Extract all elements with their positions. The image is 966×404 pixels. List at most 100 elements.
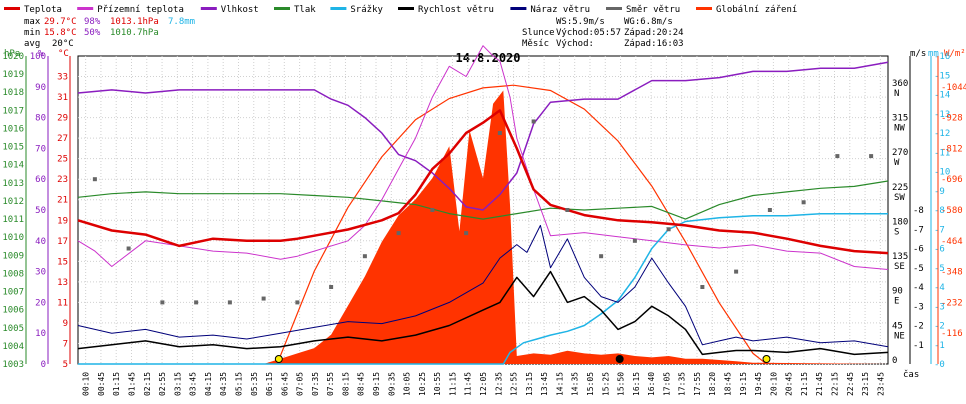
wind-direction-name: NW [894, 123, 905, 133]
x-tick-label: 01:15 [112, 372, 121, 396]
pressure-tick: 1020 [2, 52, 24, 62]
legend-swatch [274, 7, 290, 10]
humidity-tick: 20 [35, 298, 46, 308]
pressure-tick: 1007 [2, 288, 24, 298]
theoretical-radiation-line [276, 84, 767, 365]
temperature-unit: °C [58, 49, 69, 59]
rain-tick: -10 [934, 168, 950, 178]
stats-block: max 29.7°C 98% 1013.1hPa 7.8mm min 15.8°… [24, 17, 684, 49]
sun-label: Slunce [522, 28, 555, 38]
temperature-tick: 7 [63, 339, 68, 349]
wind-direction-name: W [894, 158, 900, 168]
x-tick-label: 22:45 [846, 372, 855, 396]
series-line-teplota [77, 109, 889, 255]
temperature-tick: 33 [57, 73, 68, 83]
wind-direction-name: SE [894, 262, 905, 272]
radiation-tick: -232 [941, 298, 963, 308]
chart-title: 14.8.2020 [455, 51, 520, 65]
sun-rise: Východ:05:57 [556, 28, 621, 38]
x-tick-label: 21:15 [800, 372, 809, 396]
temperature-tick: 15 [57, 257, 68, 267]
temperature-tick: 31 [57, 93, 68, 103]
x-tick-label: 15:25 [601, 372, 610, 396]
temperature-tick: 5 [63, 360, 68, 370]
legend-label: Náraz větru [530, 5, 590, 15]
x-tick-label: 12:55 [510, 372, 519, 396]
legend-label: Přízemní teplota [97, 5, 184, 15]
x-tick-label: 00:45 [97, 372, 106, 396]
x-tick-label: 02:15 [143, 372, 152, 396]
x-tick-label: 17:05 [662, 372, 671, 396]
x-tick-label: 10:25 [418, 372, 427, 396]
series-line-p-zemn-teplota [77, 45, 889, 270]
event-markers [274, 355, 771, 363]
wind-direction-point [497, 131, 502, 135]
rain-tick: -9 [934, 187, 945, 197]
stat-max-humidity: 98% [84, 17, 101, 27]
wind-direction-point [160, 300, 165, 305]
x-tick-label: 10:05 [403, 372, 412, 396]
temperature-tick: 25 [57, 155, 68, 165]
wind-speed-tick: -6 [913, 245, 924, 255]
wind-direction-tick: 0 [892, 356, 897, 366]
left-axes: 1003100410051006100710081009101010111012… [2, 52, 71, 370]
humidity-tick: 10 [35, 329, 46, 339]
rain-tick: -14 [934, 91, 950, 101]
pressure-tick: 1009 [2, 251, 24, 261]
radiation-unit: W/m² [944, 49, 966, 59]
temperature-tick: 9 [63, 319, 68, 329]
x-axis: 00:10 00:45 01:15 01:45 02:15 02:55 03:15 03:45… [82, 372, 886, 396]
radiation-tick: -464 [941, 237, 963, 247]
humidity-tick: 60 [35, 175, 46, 185]
legend-label: Směr větru [626, 5, 680, 15]
humidity-tick: 30 [35, 268, 46, 278]
x-tick-label: 23:15 [861, 372, 870, 396]
humidity-tick: 50 [35, 206, 46, 216]
sunrise-marker [274, 355, 283, 363]
moon-label: Měsíc [522, 39, 549, 49]
rain-tick: -8 [934, 206, 945, 216]
x-tick-label: 11:45 [464, 372, 473, 396]
x-tick-label: 16:15 [632, 372, 641, 396]
legend: Teplota Přízemní teplota Vlhkost Tlak Srážky… [4, 5, 797, 15]
wind-direction-tick: 135 [892, 252, 908, 262]
wind-direction-point [329, 285, 334, 289]
series-line-sr-ky [78, 213, 888, 365]
wind-direction-name: NE [894, 331, 905, 341]
wind-direction-point [227, 300, 232, 305]
rain-tick: -7 [934, 225, 945, 235]
x-tick-label: 10:55 [433, 372, 442, 396]
wind-speed-tick: -1 [913, 341, 924, 351]
rain-tick: -5 [934, 264, 945, 274]
wind-speed-tick: -5 [913, 264, 924, 274]
pressure-tick: 1008 [2, 269, 24, 279]
humidity-tick: 40 [35, 237, 46, 247]
pressure-tick: 1004 [2, 342, 24, 352]
pressure-tick: 1011 [2, 215, 24, 225]
stat-avg-label: avg [24, 39, 40, 49]
stat-avg-temp: 20°C [52, 39, 74, 49]
wind-direction-tick: 270 [892, 148, 908, 158]
legend-swatch [4, 7, 20, 10]
rain-tick: -11 [934, 148, 950, 158]
x-tick-label: 08:45 [357, 372, 366, 396]
x-tick-label: 12:35 [494, 372, 503, 396]
wind-direction-name: E [894, 297, 899, 307]
wind-direction-point [700, 285, 705, 289]
x-tick-label: 04:35 [219, 372, 228, 396]
series-line-vlhkost [77, 61, 889, 211]
pressure-tick: 1019 [2, 70, 24, 80]
x-tick-label: 13:15 [525, 372, 534, 396]
wind-direction-point [599, 254, 604, 259]
pressure-tick: 1014 [2, 161, 24, 171]
x-tick-label: 03:45 [189, 372, 198, 396]
pressure-tick: 1017 [2, 106, 24, 116]
stat-min-temp: 15.8°C [44, 28, 77, 38]
wind-direction-point [869, 154, 874, 159]
wind-direction-point [767, 208, 772, 212]
wind-direction-name: SW [894, 193, 905, 203]
rain-tick: -13 [934, 110, 950, 120]
x-tick-label: 15:05 [586, 372, 595, 396]
rain-tick: -12 [934, 129, 950, 139]
